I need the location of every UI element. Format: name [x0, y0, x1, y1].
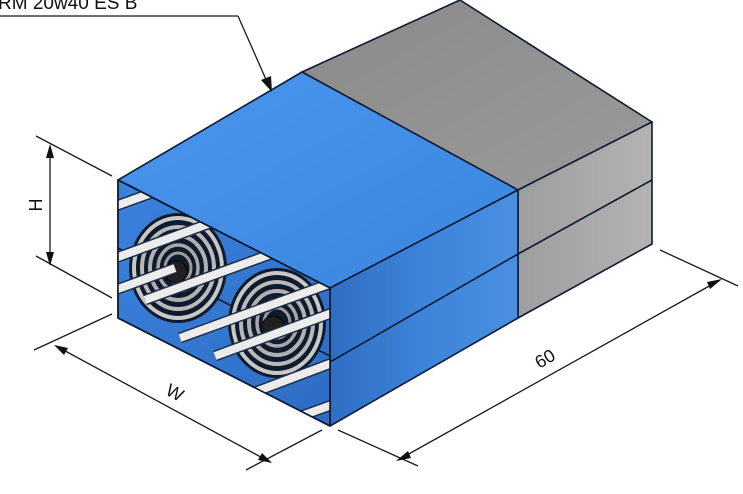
- front-face-outline: [117, 179, 331, 427]
- width-arrow-right: [258, 453, 272, 463]
- callout-arrowhead: [261, 76, 272, 92]
- dimension-height: H: [26, 135, 113, 299]
- callout-label: RM 20w40 ES B: [0, 0, 137, 14]
- height-label: H: [26, 199, 46, 212]
- grey-split-line: [517, 179, 653, 255]
- height-arrow-top: [46, 144, 54, 158]
- width-label: W: [163, 380, 187, 406]
- callout: RM 20w40 ES B: [0, 0, 272, 92]
- grey-housing: [301, 0, 653, 319]
- width-arrow-left: [54, 345, 68, 355]
- front-details: [118, 184, 330, 426]
- blue-side-split-line: [329, 253, 519, 363]
- height-arrow-bottom: [46, 252, 54, 266]
- length-arrow-left: [396, 451, 411, 461]
- length-arrow-right: [707, 279, 722, 289]
- dimension-width: W: [33, 313, 323, 471]
- length-label: 60: [531, 345, 558, 372]
